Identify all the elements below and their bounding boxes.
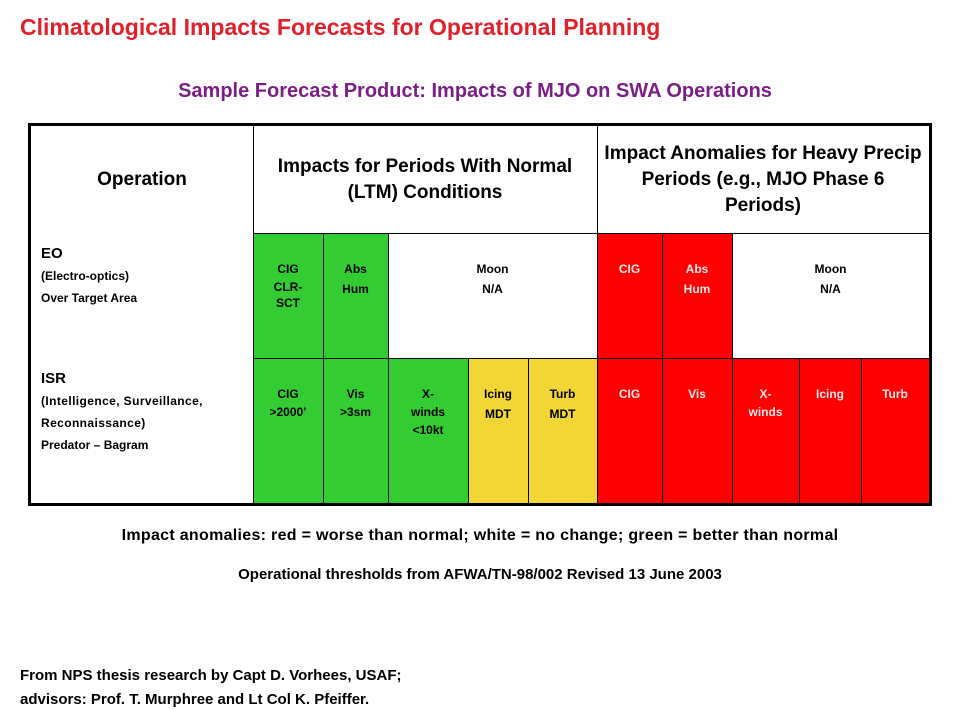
isr-description: (Intelligence, Surveillance,	[41, 394, 203, 408]
eo-anomaly-abs-hum-cell: Abs Hum	[662, 233, 732, 358]
cell-line: <10kt	[412, 423, 444, 437]
credits: From NPS thesis research by Capt D. Vorh…	[20, 664, 402, 712]
cell-line: MDT	[549, 407, 576, 421]
grid-line	[799, 358, 800, 503]
cell-line: Icing	[483, 387, 512, 401]
cell-line: Vis	[688, 387, 706, 401]
isr-normal-cig-cell: CIG >2000’	[253, 358, 323, 503]
eo-normal-abs-hum-cell: Abs Hum	[323, 233, 388, 358]
grid-line	[528, 358, 529, 503]
cell-line: Icing	[815, 387, 844, 401]
cell-line: Moon	[814, 262, 847, 276]
cell-line: Vis	[346, 387, 365, 401]
cell-line: >3sm	[339, 405, 372, 419]
cell-line: >2000’	[269, 405, 307, 419]
cell-line: Turb	[882, 387, 908, 401]
grid-line	[253, 358, 929, 359]
impacts-table: Operation Impacts for Periods With Norma…	[28, 123, 932, 506]
credits-line: From NPS thesis research by Capt D. Vorh…	[20, 667, 402, 684]
eo-target: Over Target Area	[41, 291, 138, 305]
cell-line: CLR-	[273, 280, 303, 294]
isr-anomaly-xwinds-cell: X- winds	[732, 358, 799, 503]
credits-line: advisors: Prof. T. Murphree and Lt Col K…	[20, 691, 370, 708]
cell-line: Abs	[344, 262, 367, 276]
cell-line: CIG	[277, 387, 299, 401]
grid-line	[468, 358, 469, 503]
isr-name: ISR	[41, 370, 67, 387]
grid-line	[253, 126, 254, 503]
cell-line: CIG	[277, 262, 299, 276]
isr-description-cont: Reconnaissance)	[41, 416, 146, 430]
grid-line	[861, 358, 862, 503]
header-operation: Operation	[97, 168, 187, 190]
grid-line	[662, 233, 663, 503]
isr-anomaly-icing-cell: Icing	[799, 358, 861, 503]
isr-normal-icing-cell: Icing MDT	[468, 358, 528, 503]
header-anomaly-impacts: Impact Anomalies for Heavy Precip Period…	[604, 142, 922, 216]
isr-anomaly-turb-cell: Turb	[861, 358, 929, 503]
isr-anomaly-vis-cell: Vis	[662, 358, 732, 503]
cell-line: SCT	[276, 296, 300, 310]
cell-line: X-	[422, 387, 434, 401]
eo-anomaly-cig-cell: CIG	[597, 233, 662, 358]
eo-anomaly-moon-cell: Moon N/A	[732, 233, 929, 358]
cell-line: Hum	[683, 282, 711, 296]
slide-subtitle: Sample Forecast Product: Impacts of MJO …	[178, 80, 772, 102]
eo-description: (Electro-optics)	[41, 269, 130, 283]
grid-line	[323, 233, 324, 503]
isr-normal-turb-cell: Turb MDT	[528, 358, 597, 503]
cell-line: winds	[410, 405, 445, 419]
isr-normal-vis-cell: Vis >3sm	[323, 358, 388, 503]
isr-location: Predator – Bagram	[41, 438, 149, 452]
isr-normal-xwinds-cell: X- winds <10kt	[388, 358, 468, 503]
cell-line: Moon	[476, 262, 509, 276]
grid-line	[732, 233, 733, 503]
eo-name: EO	[41, 245, 63, 262]
cell-line: N/A	[482, 282, 503, 296]
cell-line: CIG	[618, 262, 641, 276]
isr-anomaly-cig-cell: CIG	[597, 358, 662, 503]
cell-line: N/A	[820, 282, 841, 296]
header-normal-impacts: Impacts for Periods With Normal (LTM) Co…	[277, 155, 573, 203]
cell-line: Turb	[549, 387, 576, 401]
eo-normal-moon-cell: Moon N/A	[388, 233, 597, 358]
cell-line: MDT	[485, 407, 511, 421]
cell-line: X-	[759, 387, 772, 401]
cell-line: Hum	[342, 282, 369, 296]
grid-line	[597, 126, 598, 503]
slide-title: Climatological Impacts Forecasts for Ope…	[20, 14, 661, 40]
row-label-isr: ISR (Intelligence, Surveillance, Reconna…	[31, 358, 253, 503]
anomaly-legend-note: Impact anomalies: red = worse than norma…	[121, 527, 839, 544]
thresholds-source-note: Operational thresholds from AFWA/TN-98/0…	[238, 566, 722, 583]
cell-line: CIG	[618, 387, 641, 401]
row-label-eo: EO (Electro-optics) Over Target Area	[31, 233, 253, 358]
grid-line	[253, 233, 929, 234]
cell-line: Abs	[685, 262, 709, 276]
cell-line: winds	[748, 405, 783, 419]
grid-line	[388, 233, 389, 503]
eo-normal-cig-cell: CIG CLR- SCT	[253, 233, 323, 358]
